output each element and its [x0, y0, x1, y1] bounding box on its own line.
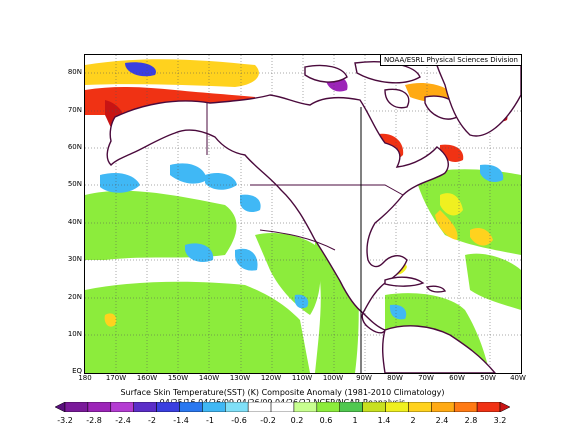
lon-label: 180	[78, 374, 92, 382]
colorbar-cell	[247, 402, 272, 412]
colorbar-label: -0.2	[260, 416, 276, 425]
colorbar-label: -2	[148, 416, 156, 425]
lon-label: 50W	[480, 374, 496, 382]
lon-label: 160W	[136, 374, 158, 382]
lon-label: 130W	[229, 374, 251, 382]
colorbar-label: 2.4	[435, 416, 449, 425]
lon-label: 60W	[449, 374, 465, 382]
colorbar	[55, 402, 510, 412]
lon-label: 70W	[418, 374, 434, 382]
colorbar-cell	[453, 402, 478, 412]
colorbar-cells	[55, 402, 510, 412]
lat-label: 70N	[67, 106, 82, 114]
map-title: Surface Skin Temperature(SST) (K) Compos…	[120, 388, 445, 397]
colorbar-cell	[270, 402, 295, 412]
lat-label: 50N	[67, 180, 82, 188]
colorbar-cell	[87, 402, 112, 412]
colorbar-cell	[362, 402, 386, 412]
lat-label: 30N	[67, 255, 82, 263]
colorbar-label: -1	[206, 416, 214, 425]
colorbar-label: -2.8	[86, 416, 102, 425]
colorbar-cell	[385, 402, 409, 412]
anomaly-map	[85, 55, 521, 373]
colorbar-cell	[293, 402, 318, 412]
colorbar-label: -0.6	[231, 416, 247, 425]
lat-label: EQ	[72, 367, 82, 375]
lon-label: 100W	[322, 374, 344, 382]
colorbar-label: -2.4	[115, 416, 131, 425]
north-america-land	[106, 55, 521, 373]
colorbar-cell	[64, 402, 89, 412]
lat-label: 40N	[67, 218, 82, 226]
credit-label: NOAA/ESRL Physical Sciences Division	[379, 55, 521, 66]
colorbar-label: -1.4	[173, 416, 189, 425]
colorbar-cell	[133, 402, 157, 412]
lon-label: 90W	[356, 374, 372, 382]
colorbar-label: 2	[410, 416, 416, 425]
lon-label: 170W	[105, 374, 127, 382]
colorbar-cell	[316, 402, 340, 412]
lat-label: 10N	[67, 330, 82, 338]
lon-label: 40W	[510, 374, 526, 382]
lon-label: 80W	[387, 374, 403, 382]
colorbar-cell	[156, 402, 180, 412]
colorbar-label: 1.4	[377, 416, 391, 425]
colorbar-end-low	[55, 402, 66, 412]
lon-label: 140W	[198, 374, 220, 382]
lat-label: 60N	[67, 143, 82, 151]
colorbar-cell	[431, 402, 455, 412]
colorbar-label: 3.2	[493, 416, 507, 425]
lat-label: 80N	[67, 68, 82, 76]
lon-label: 150W	[167, 374, 189, 382]
colorbar-cell	[225, 402, 249, 412]
colorbar-cell	[110, 402, 134, 412]
lon-label: 110W	[291, 374, 313, 382]
colorbar-label: 2.8	[464, 416, 478, 425]
lat-label: 20N	[67, 293, 82, 301]
colorbar-end-high	[499, 402, 510, 412]
colorbar-cell	[179, 402, 203, 412]
colorbar-cell	[476, 402, 501, 412]
colorbar-label: 0.2	[290, 416, 304, 425]
map-panel: NOAA/ESRL Physical Sciences Division	[84, 54, 522, 374]
colorbar-cell	[202, 402, 226, 412]
colorbar-label: 1	[352, 416, 358, 425]
lon-label: 120W	[260, 374, 282, 382]
political-borders	[206, 103, 404, 251]
colorbar-cell	[339, 402, 363, 412]
colorbar-cell	[408, 402, 432, 412]
colorbar-label: -3.2	[57, 416, 73, 425]
colorbar-label: 0.6	[319, 416, 333, 425]
